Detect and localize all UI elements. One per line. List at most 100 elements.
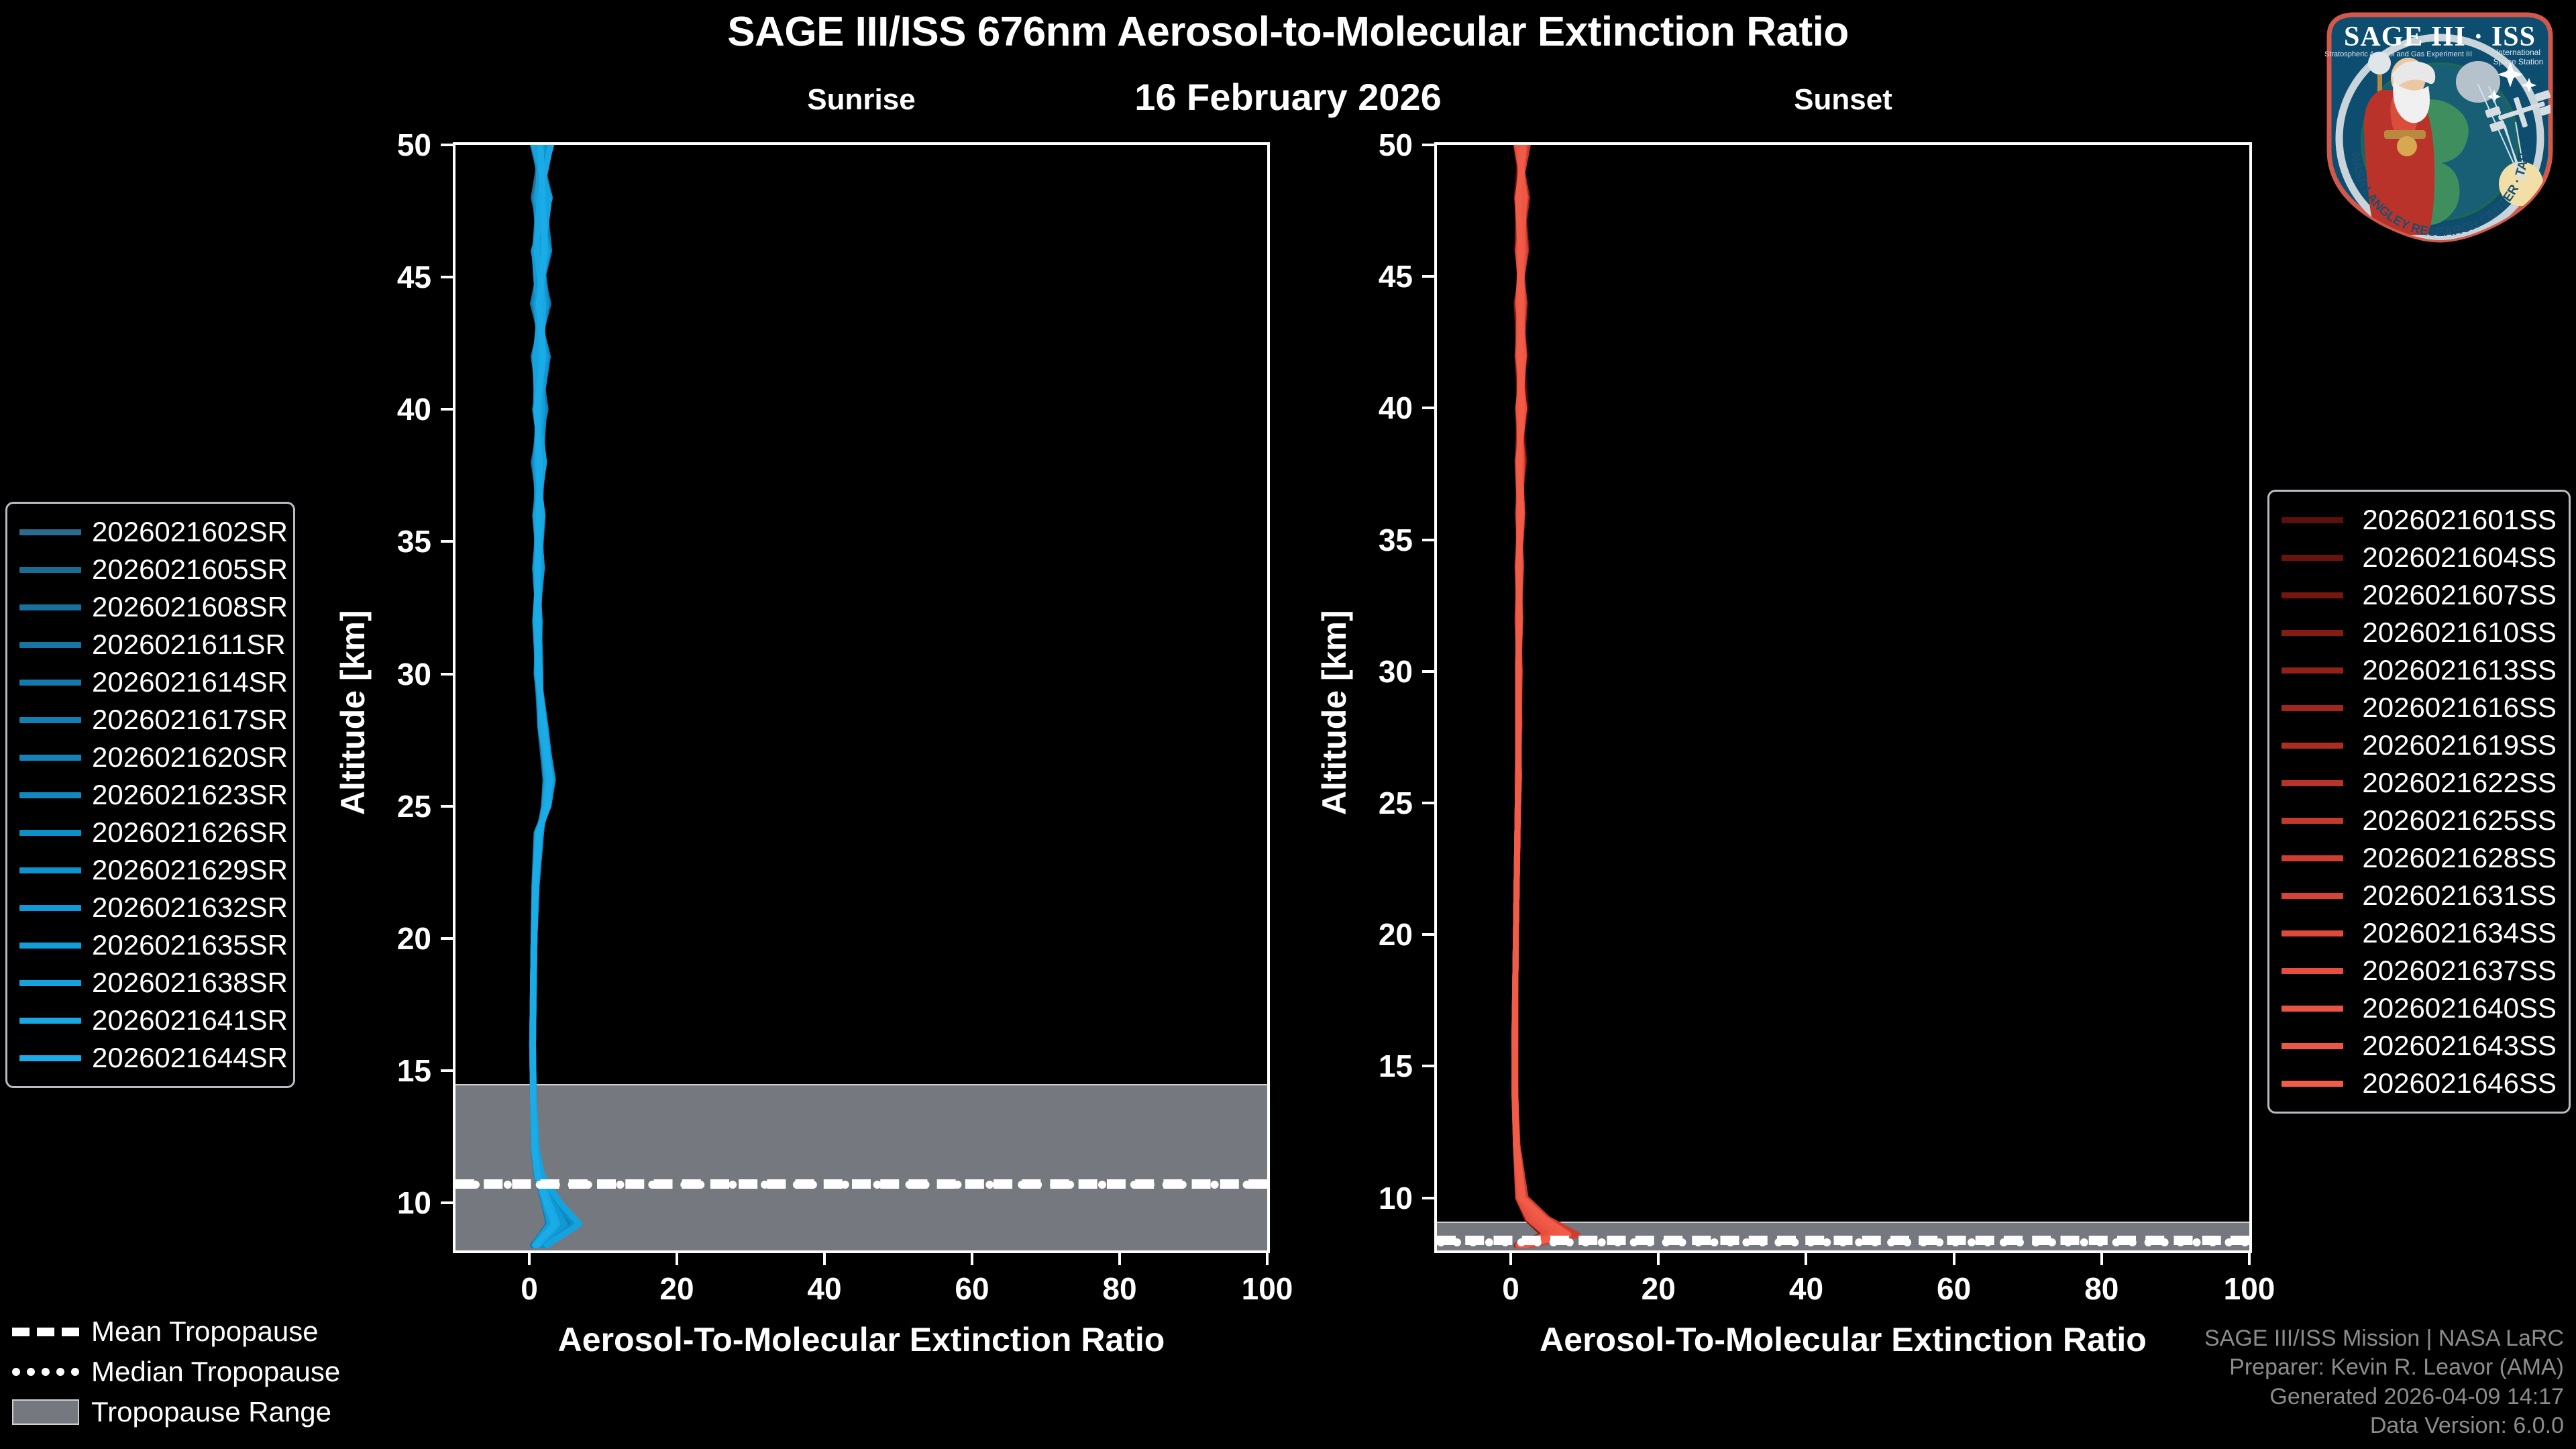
footer-line-mission: SAGE III/ISS Mission | NASA LaRC: [2204, 1325, 2564, 1351]
y-axis-tick-label: 25: [1378, 785, 1413, 820]
key-row-mean-tropopause: Mean Tropopause: [12, 1311, 388, 1352]
legend-color-swatch: [19, 904, 81, 911]
legend-item[interactable]: 2026021637SS: [2282, 952, 2557, 989]
y-axis-tick: [441, 276, 453, 279]
legend-color-swatch: [2282, 817, 2343, 824]
legend-item[interactable]: 2026021611SR: [19, 626, 286, 663]
legend-item[interactable]: 2026021601SS: [2282, 501, 2557, 539]
sunrise-panel-heading: Sunrise: [807, 83, 916, 116]
legend-item[interactable]: 2026021620SR: [19, 739, 288, 776]
x-axis-tick-label: 20: [1641, 1271, 1676, 1306]
y-axis-tick: [441, 804, 453, 808]
legend-item-label: 2026021604SS: [2362, 541, 2557, 573]
y-axis-tick-label: 40: [1378, 390, 1413, 426]
legend-item-label: 2026021634SS: [2362, 917, 2557, 949]
legend-item-label: 2026021646SS: [2362, 1067, 2557, 1099]
sunrise-plot-panel[interactable]: [453, 142, 1270, 1253]
legend-color-swatch: [19, 754, 81, 761]
legend-item[interactable]: 2026021632SR: [19, 889, 288, 926]
legend-item-label: 2026021622SS: [2362, 767, 2557, 798]
series-line: [1511, 145, 1572, 1248]
logo-subtitle-right-2: Space Station: [2493, 57, 2544, 66]
y-axis-tick: [441, 540, 453, 543]
legend-item[interactable]: 2026021641SR: [19, 1002, 288, 1039]
key-row-median-tropopause: Median Tropopause: [12, 1352, 388, 1392]
page-title: SAGE III/ISS 676nm Aerosol-to-Molecular …: [727, 9, 1849, 55]
legend-item[interactable]: 2026021623SR: [19, 776, 288, 814]
legend-item[interactable]: 2026021631SS: [2282, 877, 2557, 914]
footer-line-preparer: Preparer: Kevin R. Leavor (AMA): [2229, 1354, 2564, 1381]
y-axis-tick: [1422, 933, 1434, 936]
legend-item[interactable]: 2026021604SS: [2282, 539, 2557, 576]
x-axis-tick-label: 0: [521, 1271, 538, 1306]
x-axis-tick-label: 0: [1502, 1271, 1519, 1306]
legend-item-label: 2026021623SR: [92, 779, 288, 810]
legend-item[interactable]: 2026021638SR: [19, 964, 288, 1002]
legend-color-swatch: [2282, 930, 2343, 936]
legend-item[interactable]: 2026021628SS: [2282, 839, 2557, 877]
dotted-line-icon: [12, 1368, 79, 1376]
sunrise-legend[interactable]: 2026021602SR 2026021605SR 2026021608SR 2026…: [5, 502, 295, 1088]
legend-item-label: 2026021632SR: [92, 892, 288, 923]
legend-item-label: 2026021643SS: [2362, 1030, 2557, 1061]
legend-item-label: 2026021617SR: [92, 704, 288, 735]
legend-item[interactable]: 2026021626SR: [19, 814, 288, 851]
legend-item[interactable]: 2026021619SS: [2282, 727, 2557, 764]
legend-item-label: 2026021613SS: [2362, 654, 2557, 686]
legend-color-swatch: [19, 942, 81, 949]
logo-subtitle-left: Stratospheric Aerosol and Gas Experiment…: [2324, 50, 2472, 58]
legend-item[interactable]: 2026021616SS: [2282, 689, 2557, 727]
y-axis-tick: [1422, 538, 1434, 541]
dashed-line-icon: [12, 1327, 79, 1336]
key-row-tropopause-range: Tropopause Range: [12, 1392, 388, 1432]
median-tropopause-line: [455, 1180, 1267, 1189]
legend-item[interactable]: 2026021605SR: [19, 551, 288, 588]
legend-item[interactable]: 2026021602SR: [19, 513, 288, 551]
y-axis-tick: [441, 144, 453, 146]
y-axis-tick-label: 35: [396, 524, 431, 559]
legend-color-swatch: [2282, 967, 2343, 974]
x-axis-tick: [823, 1253, 826, 1265]
legend-item[interactable]: 2026021646SS: [2282, 1065, 2557, 1102]
x-axis-tick: [676, 1253, 678, 1265]
x-axis-tick: [1118, 1253, 1121, 1265]
legend-item-label: 2026021628SS: [2362, 842, 2557, 873]
legend-item[interactable]: 2026021629SR: [19, 851, 288, 889]
legend-color-swatch: [19, 716, 81, 723]
y-axis-tick-label: 15: [396, 1053, 431, 1088]
y-axis-tick-label: 40: [396, 392, 431, 427]
legend-color-swatch: [19, 679, 81, 686]
legend-item[interactable]: 2026021608SR: [19, 588, 288, 626]
legend-color-swatch: [2282, 855, 2343, 861]
x-axis-tick-label: 80: [1102, 1271, 1137, 1306]
legend-item[interactable]: 2026021634SS: [2282, 914, 2557, 952]
legend-item[interactable]: 2026021613SS: [2282, 651, 2557, 689]
legend-item-label: 2026021620SR: [92, 741, 288, 773]
legend-color-swatch: [2282, 1080, 2343, 1087]
legend-item[interactable]: 2026021622SS: [2282, 764, 2557, 802]
x-axis-tick: [528, 1253, 531, 1265]
legend-item[interactable]: 2026021644SR: [19, 1039, 288, 1077]
legend-item[interactable]: 2026021607SS: [2282, 576, 2557, 614]
legend-color-swatch: [19, 604, 81, 610]
x-axis-tick-label: 100: [2223, 1271, 2275, 1306]
legend-item[interactable]: 2026021640SS: [2282, 989, 2557, 1027]
legend-color-swatch: [2282, 1042, 2343, 1049]
series-canvas: [529, 145, 583, 1248]
y-axis-tick-label: 20: [396, 920, 431, 956]
x-axis-tick: [2100, 1253, 2103, 1265]
legend-item[interactable]: 2026021617SR: [19, 701, 288, 739]
legend-item[interactable]: 2026021610SS: [2282, 614, 2557, 651]
tropopause-key: Mean Tropopause Median Tropopause Tropop…: [12, 1311, 388, 1432]
legend-item[interactable]: 2026021614SR: [19, 663, 288, 701]
x-axis-tick: [2248, 1253, 2251, 1265]
legend-item-label: 2026021605SR: [92, 553, 288, 585]
legend-item-label: 2026021611SR: [92, 629, 286, 660]
x-axis-tick-label: 20: [659, 1271, 694, 1306]
legend-item[interactable]: 2026021635SR: [19, 926, 288, 964]
legend-item[interactable]: 2026021625SS: [2282, 802, 2557, 839]
legend-item[interactable]: 2026021643SS: [2282, 1027, 2557, 1065]
legend-item-label: 2026021619SS: [2362, 729, 2557, 761]
sunset-plot-panel[interactable]: [1434, 142, 2252, 1253]
sunset-legend[interactable]: 2026021601SS 2026021604SS 2026021607SS 2026…: [2267, 490, 2571, 1114]
